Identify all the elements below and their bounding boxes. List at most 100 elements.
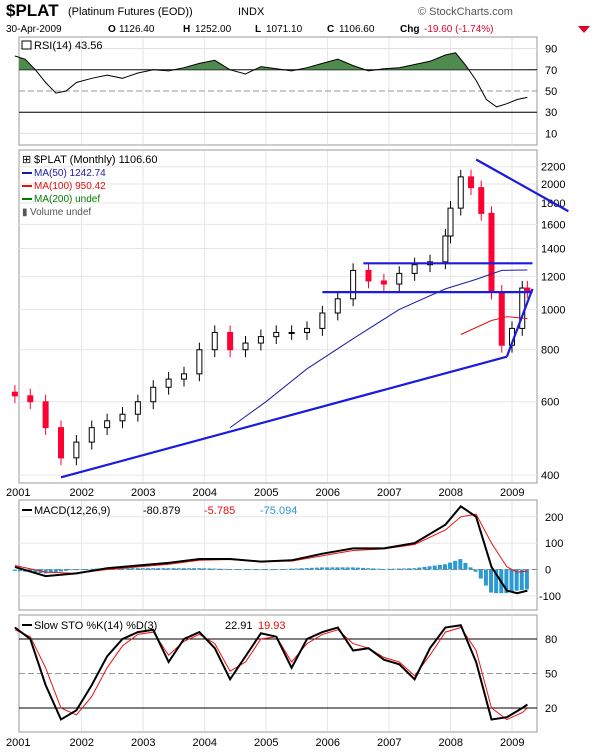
high-label: H bbox=[183, 24, 190, 35]
price-candle bbox=[58, 427, 64, 459]
volume-icon: ▮ bbox=[22, 207, 28, 218]
stoch-xtick-2003: 2003 bbox=[131, 737, 155, 749]
macd-hist-bar bbox=[258, 569, 263, 571]
macd-hist-bar bbox=[304, 568, 309, 570]
macd-tick--100: -100 bbox=[539, 591, 561, 603]
macd-hist-bar bbox=[233, 569, 238, 570]
price-candle bbox=[319, 312, 326, 329]
ma50-label: MA(50) 1242.74 bbox=[34, 168, 106, 179]
k-value: 22.91 bbox=[225, 620, 253, 632]
rsi-line bbox=[14, 52, 528, 108]
macd-hist-bar bbox=[227, 568, 232, 570]
stoch-xtick-2008: 2008 bbox=[439, 737, 463, 749]
price-xtick-2001: 2001 bbox=[6, 487, 30, 499]
macd-hist-bar bbox=[494, 569, 499, 594]
macd-hist-bar bbox=[279, 569, 284, 570]
rsi-label: RSI(14) 43.56 bbox=[34, 40, 102, 52]
macd-hist-bar bbox=[135, 568, 140, 570]
macd-hist-bar bbox=[207, 568, 212, 570]
price-series-0 bbox=[229, 269, 528, 429]
price-candle bbox=[150, 386, 157, 403]
down-arrow-icon bbox=[578, 26, 590, 33]
macd-hist-bar bbox=[284, 568, 289, 570]
price-series-1 bbox=[460, 316, 528, 335]
stoch-xtick-2001: 2001 bbox=[6, 737, 30, 749]
macd-hist-bar bbox=[391, 568, 396, 570]
price-candle bbox=[11, 391, 18, 397]
macd-hist-bar bbox=[340, 567, 345, 570]
macd-hist-bar bbox=[294, 568, 299, 570]
price-candle bbox=[365, 269, 372, 282]
macd-value: -80.879 bbox=[143, 505, 180, 517]
rsi-tick-70: 70 bbox=[545, 65, 557, 77]
brand: © StockCharts.com bbox=[418, 6, 513, 18]
macd-hist-bar bbox=[427, 566, 432, 570]
macd-hist-bar bbox=[263, 569, 268, 571]
price-candle bbox=[227, 331, 234, 351]
macd-hist-bar bbox=[48, 569, 53, 573]
quote-date: 30-Apr-2009 bbox=[6, 24, 62, 35]
price-candle bbox=[211, 331, 218, 351]
trendline-4 bbox=[505, 288, 534, 358]
price-candle bbox=[396, 272, 403, 285]
macd-line bbox=[14, 504, 528, 595]
macd-hist-bar bbox=[468, 567, 473, 570]
price-xtick-2005: 2005 bbox=[254, 487, 278, 499]
price-xtick-2003: 2003 bbox=[131, 487, 155, 499]
price-panel bbox=[18, 149, 538, 484]
macd-hist-bar bbox=[197, 568, 202, 570]
macd-hist-bar bbox=[171, 568, 176, 570]
macd-hist-bar bbox=[458, 559, 463, 570]
macd-hist-bar bbox=[453, 560, 458, 570]
price-tick-2000: 2000 bbox=[541, 179, 565, 191]
price-tick-1200: 1200 bbox=[541, 271, 565, 283]
rsi-tick-10: 10 bbox=[545, 128, 557, 140]
macd-hist-bar bbox=[489, 569, 494, 593]
macd-hist-bar bbox=[325, 567, 330, 570]
price-tick-800: 800 bbox=[541, 345, 559, 357]
macd-hist-bar bbox=[366, 568, 371, 570]
price-candle bbox=[488, 212, 495, 293]
price-candle bbox=[468, 176, 474, 189]
high-value: 1252.00 bbox=[195, 24, 232, 35]
rsi-overbought-fill bbox=[19, 52, 469, 70]
hist-value: -75.094 bbox=[260, 505, 297, 517]
price-candle bbox=[334, 298, 341, 314]
low-label: L bbox=[255, 24, 261, 35]
price-candle bbox=[165, 378, 172, 388]
price-tick-1600: 1600 bbox=[541, 219, 565, 231]
open-label: O bbox=[108, 24, 116, 35]
price-candle bbox=[457, 176, 464, 209]
macd-hist-bar bbox=[58, 569, 63, 572]
macd-hist-bar bbox=[381, 568, 386, 570]
macd-hist-bar bbox=[268, 569, 273, 571]
macd-hist-bar bbox=[17, 569, 22, 572]
price-candle bbox=[411, 264, 418, 274]
price-label: $PLAT (Monthly) 1106.60 bbox=[34, 154, 158, 166]
macd-hist-bar bbox=[473, 569, 478, 572]
macd-hist-bar bbox=[120, 568, 125, 570]
macd-hist-bar bbox=[248, 569, 253, 571]
price-xtick-2007: 2007 bbox=[377, 487, 401, 499]
macd-hist-bar bbox=[514, 569, 519, 591]
open-value: 1126.40 bbox=[119, 24, 155, 35]
macd-hist-bar bbox=[176, 568, 181, 570]
macd-hist-bar bbox=[396, 568, 401, 570]
macd-hist-bar bbox=[417, 567, 422, 570]
macd-hist-bar bbox=[222, 568, 227, 570]
macd-hist-bar bbox=[407, 568, 412, 570]
macd-hist-bar bbox=[243, 569, 248, 571]
macd-hist-bar bbox=[53, 569, 58, 573]
price-candle bbox=[181, 373, 187, 380]
macd-hist-bar bbox=[509, 569, 514, 593]
price-xtick-2004: 2004 bbox=[193, 487, 217, 499]
trendline-0 bbox=[60, 355, 508, 479]
price-tick-600: 600 bbox=[541, 397, 559, 409]
stoch-xtick-2007: 2007 bbox=[377, 737, 401, 749]
macd-hist-bar bbox=[74, 569, 79, 571]
trendline-3 bbox=[475, 158, 569, 213]
macd-hist-bar bbox=[401, 568, 406, 570]
price-candle bbox=[196, 349, 203, 375]
macd-hist-bar bbox=[186, 568, 191, 570]
